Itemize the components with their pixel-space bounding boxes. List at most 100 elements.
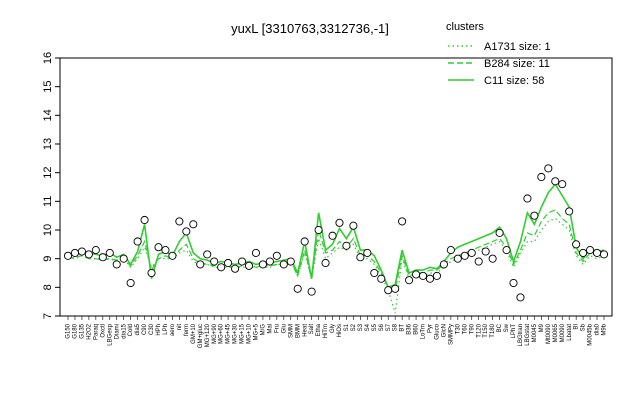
data-point [565, 207, 574, 216]
x-tick-label: M0090 [560, 323, 566, 342]
y-axis: 7 8 9 10 11 12 13 14 15 16 [42, 52, 60, 319]
x-tick-label: HiTm [323, 324, 329, 338]
y-tick-label: 11 [42, 196, 54, 207]
y-tick-label: 12 [42, 167, 54, 179]
data-point [210, 257, 219, 266]
x-tick-label: T120 [476, 323, 482, 337]
legend: clusters A1731 size: 1 B284 size: 11 C11 s… [446, 21, 551, 87]
legend-title: clusters [446, 21, 484, 33]
x-tick-label: LBGexp [107, 323, 113, 345]
data-point [377, 274, 386, 283]
y-tick-label: 16 [42, 52, 54, 64]
data-point [119, 254, 128, 263]
data-point [453, 254, 462, 263]
x-tick-label: MG+45 [226, 323, 232, 344]
x-tick-label: Lbatat [567, 324, 573, 341]
x-tick-label: Mt0090 [546, 323, 552, 344]
y-tick-label: 13 [42, 138, 54, 150]
data-point [425, 274, 435, 283]
x-tick-label: MG+120 [205, 323, 211, 347]
x-tick-label: MG+5 [254, 323, 260, 340]
legend-label: A1731 size: 1 [484, 41, 551, 53]
x-tick-label: MG+60 [219, 323, 225, 344]
data-point [363, 248, 372, 257]
x-tick-label: LBGstat [525, 324, 531, 346]
x-tick-label: M9b [602, 323, 608, 335]
data-point [251, 248, 260, 257]
data-point [328, 231, 337, 240]
data-point [558, 180, 567, 189]
data-point [523, 194, 532, 203]
x-axis: G150 G180 G135 H2O2 Paraq Oxctl LBGexp Diami dia… [66, 316, 608, 348]
x-tick-label: HPh [156, 324, 162, 336]
x-tick-label: S7 [386, 323, 392, 331]
x-tick-label: G135 [80, 323, 86, 338]
data-point [147, 268, 156, 278]
x-tick-label: G150 [66, 323, 72, 338]
data-point [237, 257, 247, 266]
data-point [203, 250, 212, 259]
x-tick-label: B36 [407, 323, 413, 334]
x-tick-label: T60 [462, 323, 468, 334]
data-point [196, 260, 205, 269]
x-tick-label: Mal [267, 324, 273, 334]
x-tick-label: BI [574, 324, 580, 330]
x-tick-label: ferm [184, 324, 190, 336]
y-tick-label: 10 [42, 224, 54, 236]
x-tick-label: S5 [372, 323, 378, 331]
data-point [412, 270, 421, 279]
x-tick-label: Diami [114, 324, 120, 339]
data-point [140, 215, 149, 225]
data-point [70, 248, 80, 257]
x-tick-label: C90 [142, 323, 148, 335]
data-point [300, 237, 309, 246]
data-point [572, 240, 581, 249]
x-tick-label: MG+30 [233, 323, 239, 344]
plot-frame [59, 57, 613, 317]
data-point [279, 260, 288, 269]
y-tick-label: 8 [42, 284, 54, 290]
x-tick-label: dia0 [595, 323, 601, 335]
data-point [592, 248, 602, 257]
data-point [91, 246, 100, 255]
x-tick-label: SMM [288, 324, 294, 338]
data-point [161, 246, 170, 255]
series-lines [67, 182, 605, 314]
chart-title: yuxL [3310763,3312736,-1] [231, 21, 389, 36]
data-point [314, 225, 323, 235]
data-point [481, 247, 490, 256]
data-point [446, 246, 455, 255]
data-point [154, 243, 163, 252]
x-tick-label: B60 [414, 323, 420, 334]
x-tick-label: M0045b [588, 323, 594, 345]
data-point [84, 250, 93, 259]
data-point [356, 253, 365, 262]
x-tick-label: LPhT [511, 324, 517, 339]
y-tick-label: 7 [42, 313, 54, 319]
x-tick-label: S3 [358, 323, 364, 331]
data-point [321, 258, 330, 268]
x-tick-label: Heat [302, 324, 308, 337]
data-point [509, 278, 518, 288]
data-point [335, 218, 344, 227]
data-point [495, 228, 504, 237]
x-tick-label: G180 [73, 323, 79, 338]
data-point [544, 164, 553, 173]
data-point [384, 286, 393, 295]
legend-label: B284 size: 11 [484, 58, 550, 70]
data-point [551, 177, 560, 186]
x-tick-label: Pyr [428, 324, 434, 333]
x-tick-label: Etha [316, 323, 322, 336]
data-point [530, 211, 539, 220]
series-line-dashed [67, 209, 605, 292]
x-tick-label: Sw [504, 323, 510, 332]
data-point [432, 271, 441, 280]
x-tick-label: dia5 [135, 323, 141, 335]
x-tick-label: H2O2 [86, 323, 92, 339]
x-tick-label: S8 [393, 323, 399, 331]
data-point [105, 248, 114, 257]
data-point [224, 258, 233, 268]
x-tick-label: BC [497, 323, 503, 332]
x-tick-label: Gly [330, 324, 336, 333]
